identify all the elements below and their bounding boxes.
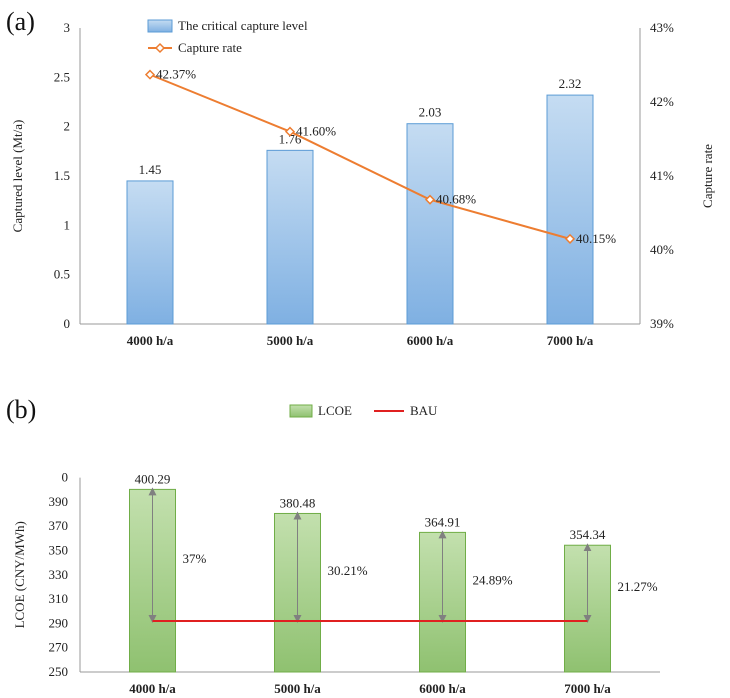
capture-level-bar [406,123,454,325]
reduction-percent-label: 30.21% [328,563,368,578]
lcoe-data-label: 354.34 [570,527,606,542]
x-category-label: 6000 h/a [419,681,466,696]
capture-rate-marker [424,194,436,205]
y2-tick-label: 43% [650,20,674,35]
x-category-label: 7000 h/a [547,333,594,348]
y-axis-title: Captured level (Mt/a) [10,120,25,233]
x-category-label: 6000 h/a [407,333,454,348]
capture-level-data-label: 2.32 [559,76,582,91]
y-tick-label: 0 [64,316,71,331]
capture-rate-data-label: 42.37% [156,67,196,82]
y-tick-label: 1 [64,217,71,232]
y-tick-label: 2 [64,119,71,134]
capture-level-bar [546,94,594,325]
legend-lcoe-label: LCOE [318,403,352,418]
y2-axis-title: Capture rate [700,144,715,208]
lcoe-data-label: 364.91 [425,514,461,529]
y-tick-label: 350 [49,543,69,558]
x-category-label: 7000 h/a [564,681,611,696]
capture-level-data-label: 2.03 [419,105,442,120]
y-tick-label: 270 [49,640,69,655]
capture-rate-marker [284,126,296,137]
y2-tick-label: 41% [650,168,674,183]
capture-rate-data-label: 40.15% [576,231,616,246]
panel-b-label: (b) [6,395,36,424]
y-tick-label: 310 [49,591,69,606]
capture-level-bar [266,149,314,325]
y-tick-label: 2.5 [54,69,70,84]
panel-a-label: (a) [6,7,35,36]
y-tick-label: 0 [62,470,69,485]
capture-rate-line [149,73,571,240]
y-tick-label: 3 [64,20,71,35]
reduction-percent-label: 24.89% [473,573,513,588]
panel-b-chart: 250 270 290 310 330 350 370 390 0 LCOE (CNY/MWh) 4… [12,403,660,696]
legend-lcoe-swatch [289,404,313,418]
lcoe-data-label: 400.29 [135,471,171,486]
capture-rate-marker [564,233,576,244]
capture-rate-data-label: 40.68% [436,192,476,207]
y-tick-label: 390 [49,494,69,509]
legend-line-label: Capture rate [178,40,242,55]
reduction-percent-label: 37% [183,551,207,566]
legend-line-marker [154,42,166,54]
y-tick-label: 1.5 [54,168,70,183]
legend-bar-swatch [147,19,173,33]
reduction-percent-label: 21.27% [618,579,658,594]
y2-tick-label: 42% [650,94,674,109]
y-tick-label: 290 [49,615,69,630]
y-tick-label: 250 [49,664,69,679]
x-category-label: 4000 h/a [129,681,176,696]
legend-bau-label: BAU [410,403,438,418]
lcoe-data-label: 380.48 [280,495,316,510]
capture-level-data-label: 1.45 [139,162,162,177]
capture-rate-marker [144,69,156,80]
y-tick-label: 0.5 [54,267,70,282]
x-category-label: 4000 h/a [127,333,174,348]
legend-bar-label: The critical capture level [178,18,308,33]
y2-tick-label: 40% [650,242,674,257]
y-tick-label: 370 [49,518,69,533]
y2-tick-label: 39% [650,316,674,331]
capture-rate-data-label: 41.60% [296,124,336,139]
x-category-label: 5000 h/a [267,333,314,348]
panel-a-chart: 0 0.5 1 1.5 2 2.5 3 39% 40% 41% 42% 43% Captured lev… [10,18,715,348]
y-tick-label: 330 [49,567,69,582]
y-axis-title: LCOE (CNY/MWh) [12,521,27,628]
capture-level-bar [126,180,174,325]
x-category-label: 5000 h/a [274,681,321,696]
